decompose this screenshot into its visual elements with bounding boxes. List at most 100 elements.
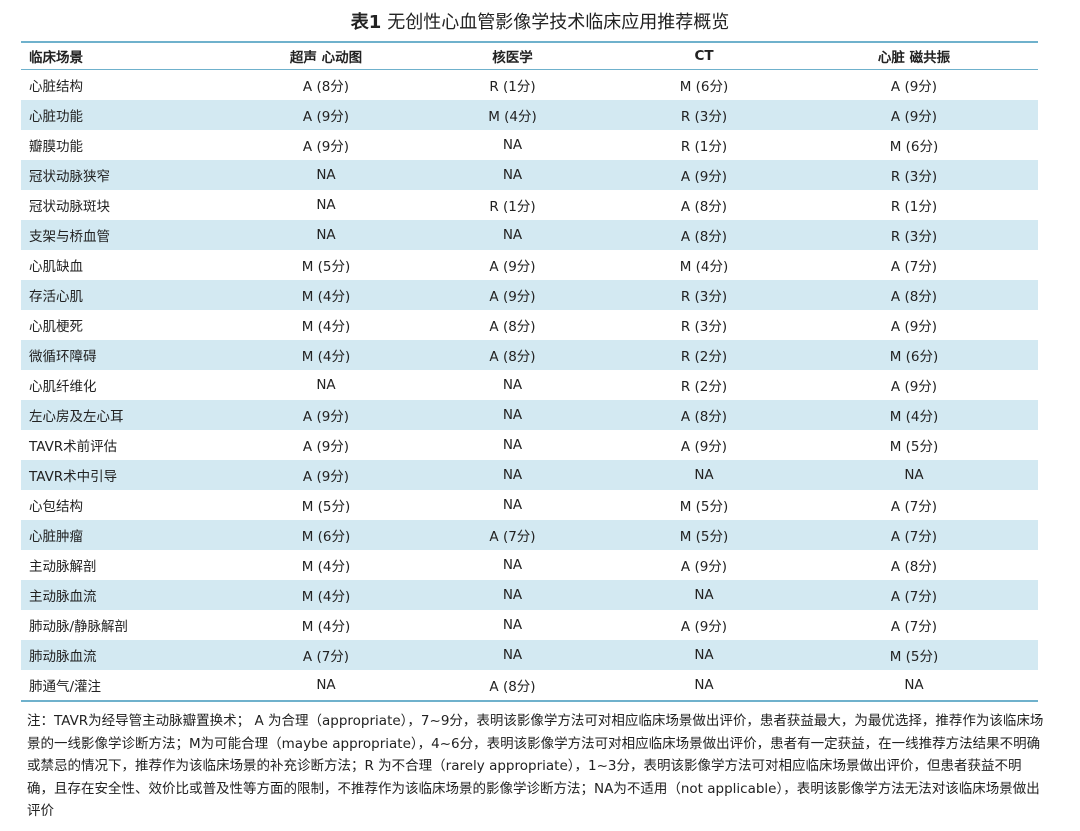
cell-scenario: 心包结构 <box>29 499 83 515</box>
cell-ct: NA <box>694 677 714 693</box>
cell-cmr: R (3分) <box>890 229 938 245</box>
table-row: 心脏结构 A (8分) R (1分) M (6分) A (9分) <box>21 70 1038 100</box>
cell-scenario: 微循环障碍 <box>29 349 97 365</box>
cell-ct: A (9分) <box>680 439 728 455</box>
cell-cmr: M (4分) <box>889 409 939 425</box>
cell-cmr: A (7分) <box>890 619 938 635</box>
cell-echo: A (9分) <box>302 439 350 455</box>
cell-ct: R (2分) <box>680 379 728 395</box>
cell-echo: NA <box>316 377 336 393</box>
table-footnote: 注：TAVR为经导管主动脉瓣置换术； A 为合理（appropriate），7~… <box>27 713 1044 819</box>
table-row: 左心房及左心耳 A (9分) NA A (8分) M (4分) <box>21 400 1038 430</box>
table-row: 心脏功能 A (9分) M (4分) R (3分) A (9分) <box>21 100 1038 130</box>
cell-echo: M (5分) <box>301 259 351 275</box>
cell-scenario: 冠状动脉狭窄 <box>29 169 110 185</box>
cell-ct: M (6分) <box>679 79 729 95</box>
cell-echo: M (4分) <box>301 559 351 575</box>
table-row: 主动脉解剖 M (4分) NA A (9分) A (8分) <box>21 550 1038 580</box>
cell-scenario: 心脏功能 <box>29 109 83 125</box>
table-row: TAVR术前评估 A (9分) NA A (9分) M (5分) <box>21 430 1038 460</box>
table-number: 表1 <box>350 12 382 33</box>
cell-nuclear: NA <box>502 437 523 453</box>
cell-scenario: 肺动脉/静脉解剖 <box>29 619 129 635</box>
cell-cmr: NA <box>904 467 924 483</box>
cell-ct: R (2分) <box>680 349 728 365</box>
cell-cmr: A (9分) <box>890 109 938 125</box>
cell-echo: M (4分) <box>301 319 351 335</box>
cell-nuclear: M (4分) <box>488 109 537 125</box>
table-row: 心包结构 M (5分) NA M (5分) A (7分) <box>21 490 1038 520</box>
cell-nuclear: NA <box>502 377 523 393</box>
cell-cmr: A (7分) <box>890 589 938 605</box>
cell-cmr: M (6分) <box>889 139 939 155</box>
cell-ct: A (9分) <box>680 169 728 185</box>
table-row: 心肌纤维化 NA NA R (2分) A (9分) <box>21 370 1038 400</box>
table-row: 心肌缺血 M (5分) A (9分) M (4分) A (7分) <box>21 250 1038 280</box>
table-row: 主动脉血流 M (4分) NA NA A (7分) <box>21 580 1038 610</box>
cell-nuclear: NA <box>502 467 523 483</box>
cell-nuclear: NA <box>502 647 523 663</box>
cell-scenario: 存活心肌 <box>29 289 83 305</box>
cell-ct: NA <box>694 467 714 483</box>
cell-echo: M (5分) <box>301 499 351 515</box>
table-title: 表1 无创性心血管影像学技术临床应用推荐概览 <box>0 9 1080 37</box>
cell-ct: A (9分) <box>680 619 728 635</box>
cell-echo: M (4分) <box>301 349 351 365</box>
cell-ct: M (4分) <box>679 259 729 275</box>
table-row: 冠状动脉狭窄 NA NA A (9分) R (3分) <box>21 160 1038 190</box>
cell-nuclear: A (9分) <box>489 289 536 305</box>
cell-nuclear: NA <box>502 227 523 243</box>
cell-ct: A (8分) <box>680 199 728 215</box>
header-cmr: 心脏 磁共振 <box>877 50 951 66</box>
table-row: 肺动脉/静脉解剖 M (4分) NA A (9分) A (7分) <box>21 610 1038 640</box>
table-row: 支架与桥血管 NA NA A (8分) R (3分) <box>21 220 1038 250</box>
table-row: 心脏肿瘤 M (6分) A (7分) M (5分) A (7分) <box>21 520 1038 550</box>
recommendation-table: 临床场景 超声 心动图 核医学 CT 心脏 磁共振 心脏结构 A (8分) R (1… <box>21 41 1038 702</box>
cell-ct: M (5分) <box>679 499 729 515</box>
cell-echo: M (4分) <box>301 619 351 635</box>
table-row: 冠状动脉斑块 NA R (1分) A (8分) R (1分) <box>21 190 1038 220</box>
cell-ct: A (8分) <box>680 409 728 425</box>
header-echo: 超声 心动图 <box>289 50 363 66</box>
header-scenario: 临床场景 <box>29 50 83 66</box>
cell-cmr: A (8分) <box>890 559 938 575</box>
table-row: 存活心肌 M (4分) A (9分) R (3分) A (8分) <box>21 280 1038 310</box>
cell-nuclear: NA <box>502 137 523 153</box>
cell-scenario: 主动脉解剖 <box>29 559 97 575</box>
cell-ct: R (3分) <box>680 109 728 125</box>
cell-cmr: R (1分) <box>890 199 938 215</box>
cell-scenario: 心脏结构 <box>29 79 83 95</box>
cell-nuclear: NA <box>502 557 523 573</box>
cell-echo: M (4分) <box>301 289 351 305</box>
cell-nuclear: A (8分) <box>489 319 536 335</box>
cell-scenario: 冠状动脉斑块 <box>29 199 110 215</box>
cell-cmr: A (9分) <box>890 319 938 335</box>
cell-scenario: 心肌梗死 <box>29 319 83 335</box>
header-ct: CT <box>694 48 714 64</box>
cell-scenario: 瓣膜功能 <box>29 139 83 155</box>
cell-scenario: 心肌缺血 <box>29 259 83 275</box>
table-row: 心肌梗死 M (4分) A (8分) R (3分) A (9分) <box>21 310 1038 340</box>
cell-ct: NA <box>694 587 714 603</box>
cell-echo: A (9分) <box>302 409 350 425</box>
cell-scenario: 肺动脉血流 <box>29 649 97 665</box>
cell-scenario: 主动脉血流 <box>29 589 97 605</box>
cell-echo: A (7分) <box>302 649 350 665</box>
cell-cmr: A (7分) <box>890 259 938 275</box>
cell-echo: NA <box>316 197 336 213</box>
cell-cmr: NA <box>904 677 924 693</box>
cell-ct: M (5分) <box>679 529 729 545</box>
cell-echo: M (4分) <box>301 589 351 605</box>
cell-cmr: A (7分) <box>890 499 938 515</box>
cell-ct: A (8分) <box>680 229 728 245</box>
table-row: 肺动脉血流 A (7分) NA NA M (5分) <box>21 640 1038 670</box>
cell-nuclear: R (1分) <box>489 199 536 215</box>
header-nuclear: 核医学 <box>492 50 533 66</box>
cell-nuclear: NA <box>502 497 523 513</box>
table-row: 微循环障碍 M (4分) A (8分) R (2分) M (6分) <box>21 340 1038 370</box>
cell-echo: NA <box>316 677 336 693</box>
cell-ct: R (3分) <box>680 319 728 335</box>
cell-echo: A (8分) <box>302 79 350 95</box>
cell-cmr: M (5分) <box>889 439 939 455</box>
table-caption: 无创性心血管影像学技术临床应用推荐概览 <box>387 12 730 33</box>
